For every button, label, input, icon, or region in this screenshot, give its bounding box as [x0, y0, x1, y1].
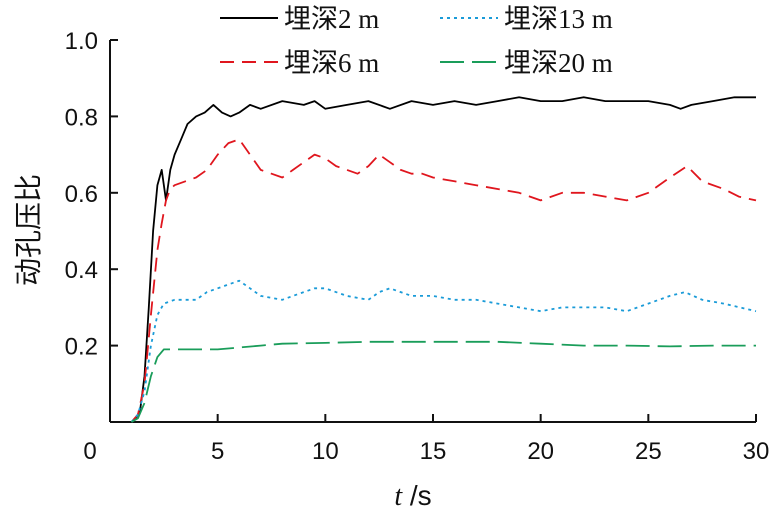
x-tick-label: 20: [527, 438, 554, 465]
y-tick-label: 0.4: [65, 257, 98, 284]
series-line-2: [130, 138, 757, 423]
y-tick-label: 0.6: [65, 181, 98, 208]
y-axis-title: 动孔压比: [13, 174, 44, 286]
x-axis-title: t /s: [394, 480, 431, 512]
x-axis-title-unit: /s: [402, 480, 432, 511]
y-tick-label: 0.2: [65, 334, 98, 361]
x-tick-label: 5: [211, 438, 224, 465]
legend-label-2: 埋深6 m: [284, 48, 379, 78]
x-tick-label: 25: [635, 438, 662, 465]
legend-label-4: 埋深20 m: [504, 48, 613, 78]
axis-ticks: 0 5 10 15 20 25 30 0.2 0.4 0.6 0.8 1.0: [65, 28, 770, 465]
series-line-1: [130, 96, 756, 423]
y-tick-label: 0.8: [65, 104, 98, 131]
x-tick-label: 0: [83, 438, 96, 465]
y-tick-label: 1.0: [65, 28, 98, 55]
series-lines: [130, 96, 757, 423]
axis-titles: t /s 动孔压比: [13, 174, 432, 512]
x-tick-label: 15: [420, 438, 447, 465]
legend-label-3: 埋深13 m: [504, 4, 613, 34]
legend: 埋深2 m 埋深6 m 埋深13 m 埋深20 m: [220, 4, 613, 78]
series-line-4: [131, 340, 756, 423]
legend-label-1: 埋深2 m: [284, 4, 379, 34]
axes: [109, 40, 756, 423]
series-line-3: [130, 279, 757, 423]
x-tick-label: 30: [743, 438, 770, 465]
x-tick-label: 10: [312, 438, 339, 465]
x-axis-title-variable: t: [394, 481, 403, 512]
